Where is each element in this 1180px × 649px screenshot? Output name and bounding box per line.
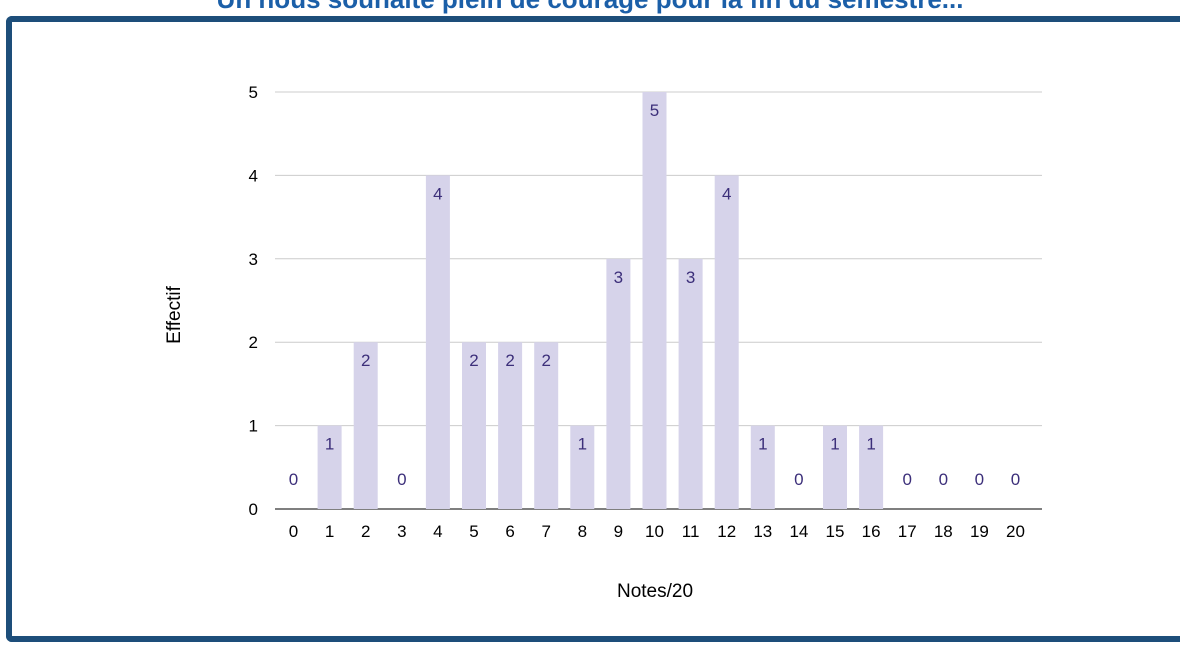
data-label-2: 2 xyxy=(361,351,370,370)
x-tick-label-2: 2 xyxy=(361,522,370,541)
bar-6 xyxy=(498,342,523,509)
x-tick-label-6: 6 xyxy=(505,522,514,541)
data-label-10: 5 xyxy=(650,101,659,120)
data-label-14: 0 xyxy=(794,470,803,489)
bar-1 xyxy=(317,425,342,509)
y-tick-label-0: 0 xyxy=(249,500,258,519)
data-label-7: 2 xyxy=(541,351,550,370)
x-tick-label-12: 12 xyxy=(717,522,736,541)
y-tick-label-4: 4 xyxy=(249,166,258,185)
data-labels: 0 1 2 0 4 2 2 2 1 3 5 3 4 1 0 1 1 0 0 0 0 xyxy=(289,101,1020,489)
x-tick-label-4: 4 xyxy=(433,522,442,541)
bar-9 xyxy=(606,258,631,509)
banner-title: Un nous souhaite plein de courage pour l… xyxy=(0,0,1180,14)
data-label-5: 2 xyxy=(469,351,478,370)
x-axis-title: Notes/20 xyxy=(617,581,693,602)
bar-16 xyxy=(859,425,884,509)
x-tick-label-8: 8 xyxy=(578,522,587,541)
bar-7 xyxy=(534,342,559,509)
data-label-15: 1 xyxy=(830,435,839,454)
bar-2 xyxy=(353,342,378,509)
bars xyxy=(317,92,884,509)
bar-13 xyxy=(750,425,775,509)
x-tick-label-15: 15 xyxy=(826,522,845,541)
data-label-0: 0 xyxy=(289,470,298,489)
x-tick-label-11: 11 xyxy=(682,522,700,541)
x-tick-label-10: 10 xyxy=(645,522,664,541)
bar-12 xyxy=(714,175,739,509)
bar-4 xyxy=(425,175,450,509)
y-tick-label-1: 1 xyxy=(249,417,258,436)
bar-11 xyxy=(678,258,703,509)
x-tick-label-1: 1 xyxy=(325,522,334,541)
data-label-3: 0 xyxy=(397,470,406,489)
data-label-12: 4 xyxy=(722,184,731,203)
data-label-11: 3 xyxy=(686,268,695,287)
bar-5 xyxy=(462,342,486,509)
x-tick-label-7: 7 xyxy=(541,522,550,541)
data-label-17: 0 xyxy=(902,470,911,489)
bar-15 xyxy=(823,425,847,509)
bar-8 xyxy=(570,425,595,509)
data-label-9: 3 xyxy=(614,268,623,287)
data-label-18: 0 xyxy=(939,470,948,489)
x-tick-label-14: 14 xyxy=(789,522,808,541)
bar-10 xyxy=(642,92,667,509)
data-label-6: 2 xyxy=(505,351,514,370)
x-tick-label-5: 5 xyxy=(469,522,478,541)
y-tick-label-5: 5 xyxy=(249,83,258,102)
x-tick-label-16: 16 xyxy=(862,522,881,541)
x-tick-label-0: 0 xyxy=(289,522,298,541)
data-label-4: 4 xyxy=(433,184,442,203)
x-tick-label-20: 20 xyxy=(1006,522,1025,541)
y-axis-title: Effectif xyxy=(164,285,185,343)
x-tick-label-3: 3 xyxy=(397,522,406,541)
chart-frame xyxy=(6,16,1180,642)
x-tick-label-18: 18 xyxy=(934,522,953,541)
header-banner: Un nous souhaite plein de courage pour l… xyxy=(0,0,1180,16)
y-tick-label-2: 2 xyxy=(249,333,258,352)
x-tick-labels: 0 1 2 3 4 5 6 7 8 9 10 11 12 13 14 15 16 17 18 19 20 xyxy=(289,522,1025,541)
x-tick-label-19: 19 xyxy=(970,522,989,541)
data-label-16: 1 xyxy=(866,435,875,454)
data-label-20: 0 xyxy=(1011,470,1020,489)
data-label-8: 1 xyxy=(578,435,587,454)
y-tick-label-3: 3 xyxy=(249,250,258,269)
x-tick-label-17: 17 xyxy=(898,522,917,541)
data-label-13: 1 xyxy=(758,435,767,454)
y-tick-labels: 0 1 2 3 4 5 xyxy=(249,83,258,519)
x-tick-label-13: 13 xyxy=(753,522,772,541)
x-tick-label-9: 9 xyxy=(614,522,623,541)
data-label-19: 0 xyxy=(975,470,984,489)
data-label-1: 1 xyxy=(325,435,334,454)
